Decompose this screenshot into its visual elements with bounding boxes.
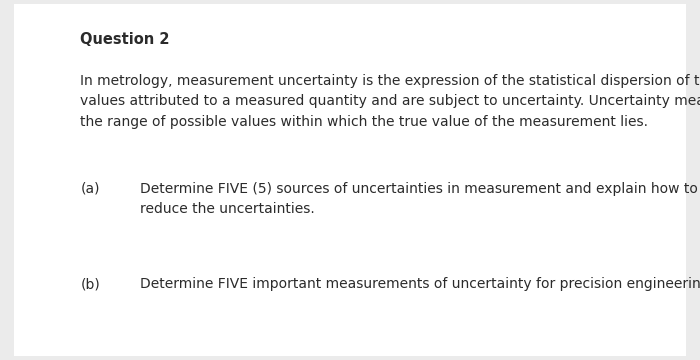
Text: In metrology, measurement uncertainty is the expression of the statistical dispe: In metrology, measurement uncertainty is… xyxy=(80,74,700,129)
Text: Determine FIVE (5) sources of uncertainties in measurement and explain how to
re: Determine FIVE (5) sources of uncertaint… xyxy=(140,182,698,216)
Text: Question 2: Question 2 xyxy=(80,32,170,48)
Text: Determine FIVE important measurements of uncertainty for precision engineering.: Determine FIVE important measurements of… xyxy=(140,277,700,291)
Text: (a): (a) xyxy=(80,182,100,196)
Text: (b): (b) xyxy=(80,277,100,291)
FancyBboxPatch shape xyxy=(14,4,686,356)
